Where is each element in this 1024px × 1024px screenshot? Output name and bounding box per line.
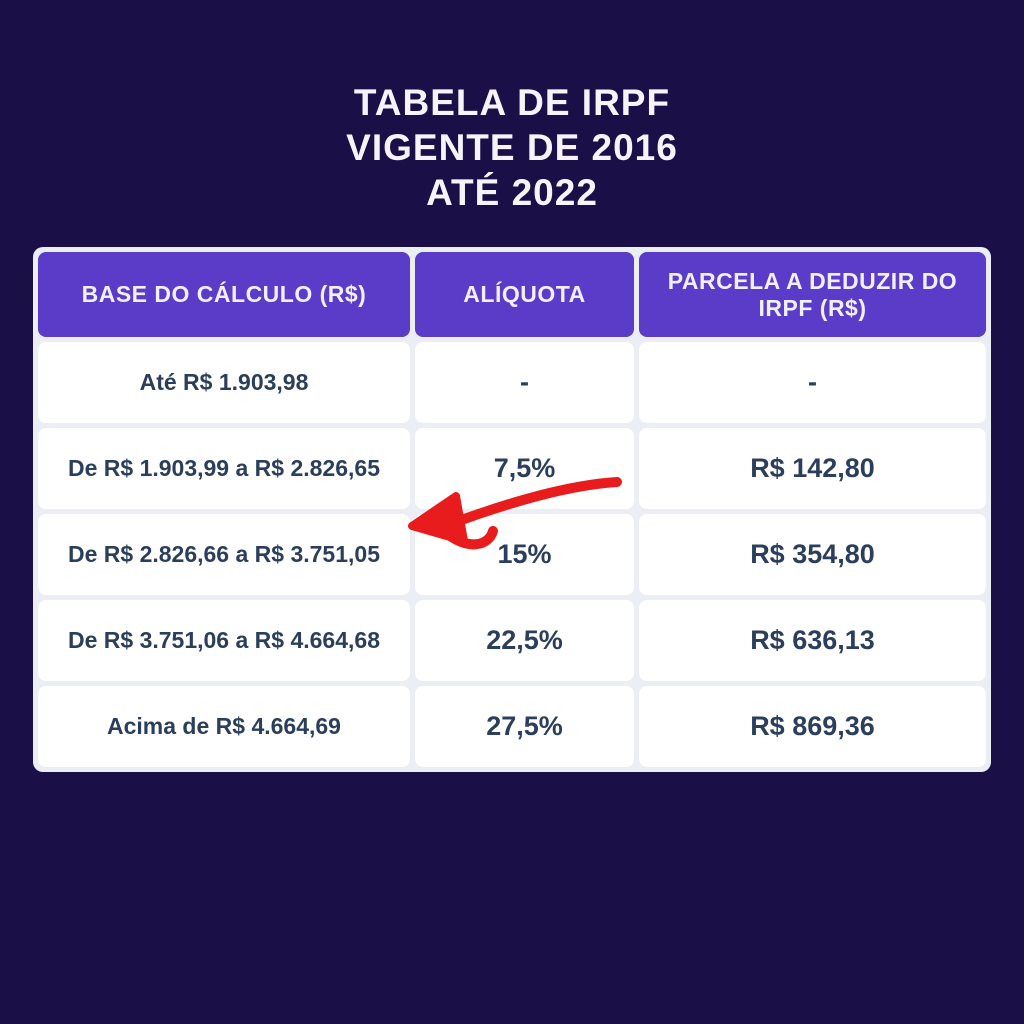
table-cell-aliquota: - — [415, 342, 634, 423]
table-cell-aliquota: 22,5% — [415, 600, 634, 681]
table-cell-parcela: R$ 354,80 — [639, 514, 986, 595]
table-cell-base: Até R$ 1.903,98 — [38, 342, 410, 423]
page-title: TABELA DE IRPF VIGENTE DE 2016 ATÉ 2022 — [0, 80, 1024, 215]
title-line-1: TABELA DE IRPF — [353, 82, 671, 123]
table-cell-parcela: R$ 142,80 — [639, 428, 986, 509]
table-cell-parcela: R$ 636,13 — [639, 600, 986, 681]
column-header-aliquota: ALÍQUOTA — [415, 252, 634, 337]
table-cell-parcela: - — [639, 342, 986, 423]
title-line-3: ATÉ 2022 — [426, 172, 598, 213]
column-header-base-calculo: BASE DO CÁLCULO (R$) — [38, 252, 410, 337]
column-header-parcela-deduzir: PARCELA A DEDUZIR DO IRPF (R$) — [639, 252, 986, 337]
irpf-table: BASE DO CÁLCULO (R$) ALÍQUOTA PARCELA A … — [33, 247, 991, 772]
table-cell-aliquota: 7,5% — [415, 428, 634, 509]
table-cell-base: De R$ 1.903,99 a R$ 2.826,65 — [38, 428, 410, 509]
table-cell-base: Acima de R$ 4.664,69 — [38, 686, 410, 767]
table-cell-parcela: R$ 869,36 — [639, 686, 986, 767]
table-cell-base-arrow-target: De R$ 2.826,66 a R$ 3.751,05 — [38, 514, 410, 595]
table-cell-base: De R$ 3.751,06 a R$ 4.664,68 — [38, 600, 410, 681]
table-cell-aliquota: 27,5% — [415, 686, 634, 767]
title-line-2: VIGENTE DE 2016 — [346, 127, 678, 168]
table-cell-aliquota: 15% — [415, 514, 634, 595]
